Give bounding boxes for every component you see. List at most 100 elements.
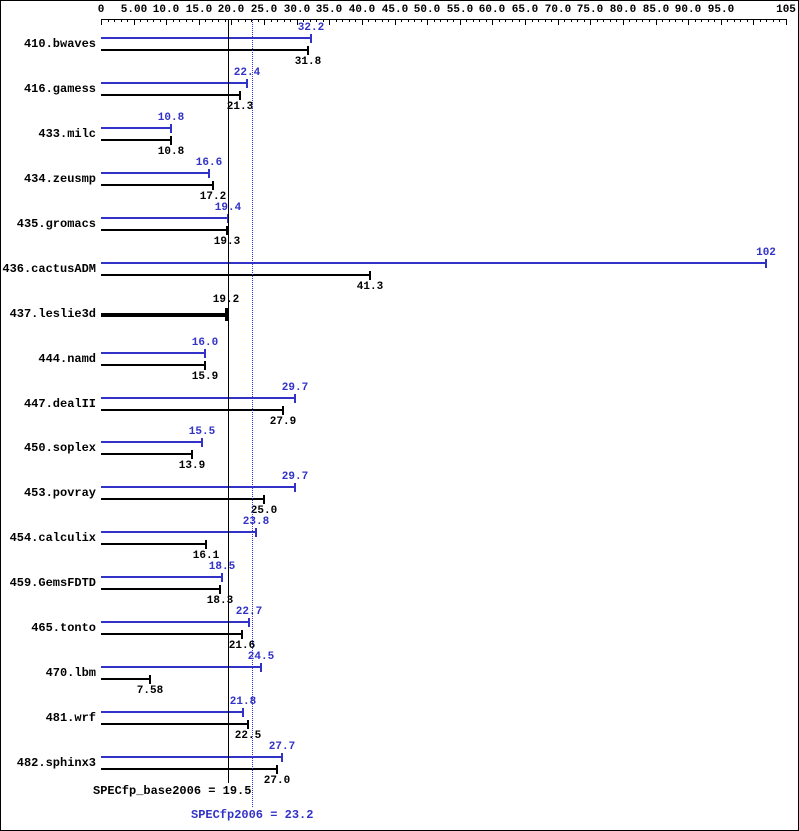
base-value-label: 21.6: [228, 640, 256, 652]
benchmark-label: 459.GemsFDTD: [9, 576, 96, 590]
base-bar: [101, 409, 283, 411]
base-bar: [101, 49, 308, 51]
base-bar: [101, 498, 264, 500]
peak-value-label: 10.8: [157, 112, 185, 124]
peak-mean-label: SPECfp2006 = 23.2: [191, 808, 314, 822]
benchmark-label: 416.gamess: [23, 82, 96, 96]
axis-minor-tick: [486, 19, 487, 22]
base-value-label: 10.8: [157, 146, 185, 158]
base-bar: [101, 313, 226, 317]
axis-minor-tick: [642, 19, 643, 22]
base-value-label: 15.9: [191, 371, 219, 383]
axis-major-tick: [166, 19, 167, 25]
axis-major-tick: [264, 19, 265, 25]
axis-minor-tick: [414, 19, 415, 22]
axis-minor-tick: [114, 19, 115, 22]
axis-tick-label: 15.0: [185, 4, 213, 16]
peak-bar-endcap: [248, 618, 250, 627]
axis-minor-tick: [323, 19, 324, 22]
base-bar: [101, 274, 370, 276]
base-value-label: 17.2: [199, 191, 227, 203]
base-value-label: 19.3: [213, 236, 241, 248]
base-value-label: 18.3: [206, 595, 234, 607]
axis-minor-tick: [760, 19, 761, 22]
axis-tick-label: 60.0: [478, 4, 506, 16]
axis-major-tick: [362, 19, 363, 25]
axis-tick-label: 20.0: [217, 4, 245, 16]
peak-value-label: 22.7: [235, 606, 263, 618]
axis-minor-tick: [610, 19, 611, 22]
axis-minor-tick: [447, 19, 448, 22]
axis-minor-tick: [284, 19, 285, 22]
axis-minor-tick: [401, 19, 402, 22]
base-bar-endcap: [170, 136, 172, 145]
axis-minor-tick: [773, 19, 774, 22]
benchmark-label: 454.calculix: [9, 531, 96, 545]
axis-tick-label: 0: [97, 4, 105, 16]
peak-bar: [101, 82, 247, 84]
axis-minor-tick: [225, 19, 226, 22]
benchmark-label: 437.leslie3d: [9, 307, 96, 321]
base-bar-endcap: [191, 450, 193, 459]
peak-bar: [101, 576, 222, 578]
base-bar: [101, 364, 205, 366]
axis-minor-tick: [388, 19, 389, 22]
base-bar: [101, 543, 206, 545]
peak-bar-endcap: [208, 169, 210, 178]
peak-value-label: 29.7: [281, 382, 309, 394]
axis-minor-tick: [708, 19, 709, 22]
axis-minor-tick: [127, 19, 128, 22]
axis-minor-tick: [277, 19, 278, 22]
peak-bar-endcap: [294, 483, 296, 492]
base-bar: [101, 678, 150, 680]
peak-value-label: 18.5: [208, 561, 236, 573]
base-bar-endcap: [247, 720, 249, 729]
peak-value-label: 22.4: [233, 67, 261, 79]
axis-minor-tick: [629, 19, 630, 22]
base-value-label: 27.9: [269, 416, 297, 428]
axis-major-tick: [590, 19, 591, 25]
axis-minor-tick: [316, 19, 317, 22]
axis-minor-tick: [512, 19, 513, 22]
x-axis-line: [101, 19, 787, 20]
benchmark-label: 470.lbm: [45, 666, 96, 680]
benchmark-label: 436.cactusADM: [2, 262, 96, 276]
base-bar: [101, 453, 192, 455]
peak-bar-endcap: [281, 753, 283, 762]
peak-value-label: 102: [756, 247, 776, 259]
peak-value-label: 16.6: [195, 157, 223, 169]
axis-tick-label: 30.0: [283, 4, 311, 16]
axis-minor-tick: [375, 19, 376, 22]
peak-bar-endcap: [201, 438, 203, 447]
axis-major-tick: [231, 19, 232, 25]
axis-minor-tick: [571, 19, 572, 22]
axis-minor-tick: [597, 19, 598, 22]
benchmark-label: 450.soplex: [23, 441, 96, 455]
axis-minor-tick: [121, 19, 122, 22]
axis-major-tick: [558, 19, 559, 25]
peak-bar: [101, 441, 202, 443]
axis-minor-tick: [636, 19, 637, 22]
axis-minor-tick: [251, 19, 252, 22]
axis-minor-tick: [662, 19, 663, 22]
axis-minor-tick: [342, 19, 343, 22]
base-value-label: 27.0: [263, 775, 291, 787]
base-bar-endcap: [276, 765, 278, 774]
axis-minor-tick: [453, 19, 454, 22]
axis-minor-tick: [336, 19, 337, 22]
benchmark-label: 453.povray: [23, 486, 96, 500]
axis-major-tick: [199, 19, 200, 25]
base-bar-endcap: [225, 308, 228, 321]
base-bar-endcap: [205, 540, 207, 549]
peak-bar: [101, 397, 295, 399]
base-bar-endcap: [219, 585, 221, 594]
axis-minor-tick: [408, 19, 409, 22]
peak-bar-endcap: [260, 663, 262, 672]
axis-major-tick: [492, 19, 493, 25]
base-bar: [101, 723, 248, 725]
peak-bar: [101, 352, 205, 354]
axis-minor-tick: [271, 19, 272, 22]
axis-minor-tick: [545, 19, 546, 22]
peak-value-label: 27.7: [268, 741, 296, 753]
axis-minor-tick: [258, 19, 259, 22]
